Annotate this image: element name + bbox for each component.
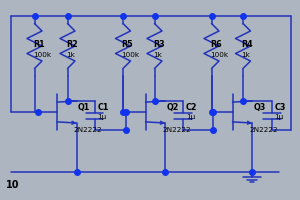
Text: Q2: Q2 (167, 103, 179, 112)
Text: 1μ: 1μ (186, 114, 195, 120)
Text: R2: R2 (66, 40, 78, 49)
Text: R4: R4 (242, 40, 253, 49)
Text: R5: R5 (122, 40, 133, 49)
Text: Q3: Q3 (254, 103, 266, 112)
Text: 1μ: 1μ (274, 114, 284, 120)
Text: R1: R1 (33, 40, 45, 49)
Text: R6: R6 (210, 40, 222, 49)
Text: Q1: Q1 (78, 103, 90, 112)
Text: 2N2222: 2N2222 (249, 127, 278, 133)
Text: 2N2222: 2N2222 (162, 127, 190, 133)
Text: C1: C1 (98, 102, 109, 112)
Text: 2N2222: 2N2222 (74, 127, 102, 133)
Text: 1μ: 1μ (98, 114, 107, 120)
Text: 10: 10 (6, 180, 20, 190)
Text: 100k: 100k (122, 52, 140, 58)
Text: R3: R3 (153, 40, 165, 49)
Text: 1k: 1k (153, 52, 162, 58)
Text: 100k: 100k (33, 52, 51, 58)
Text: 100k: 100k (210, 52, 228, 58)
Text: 1k: 1k (66, 52, 75, 58)
Text: 1k: 1k (242, 52, 250, 58)
Text: C2: C2 (186, 102, 197, 112)
Text: C3: C3 (274, 102, 286, 112)
